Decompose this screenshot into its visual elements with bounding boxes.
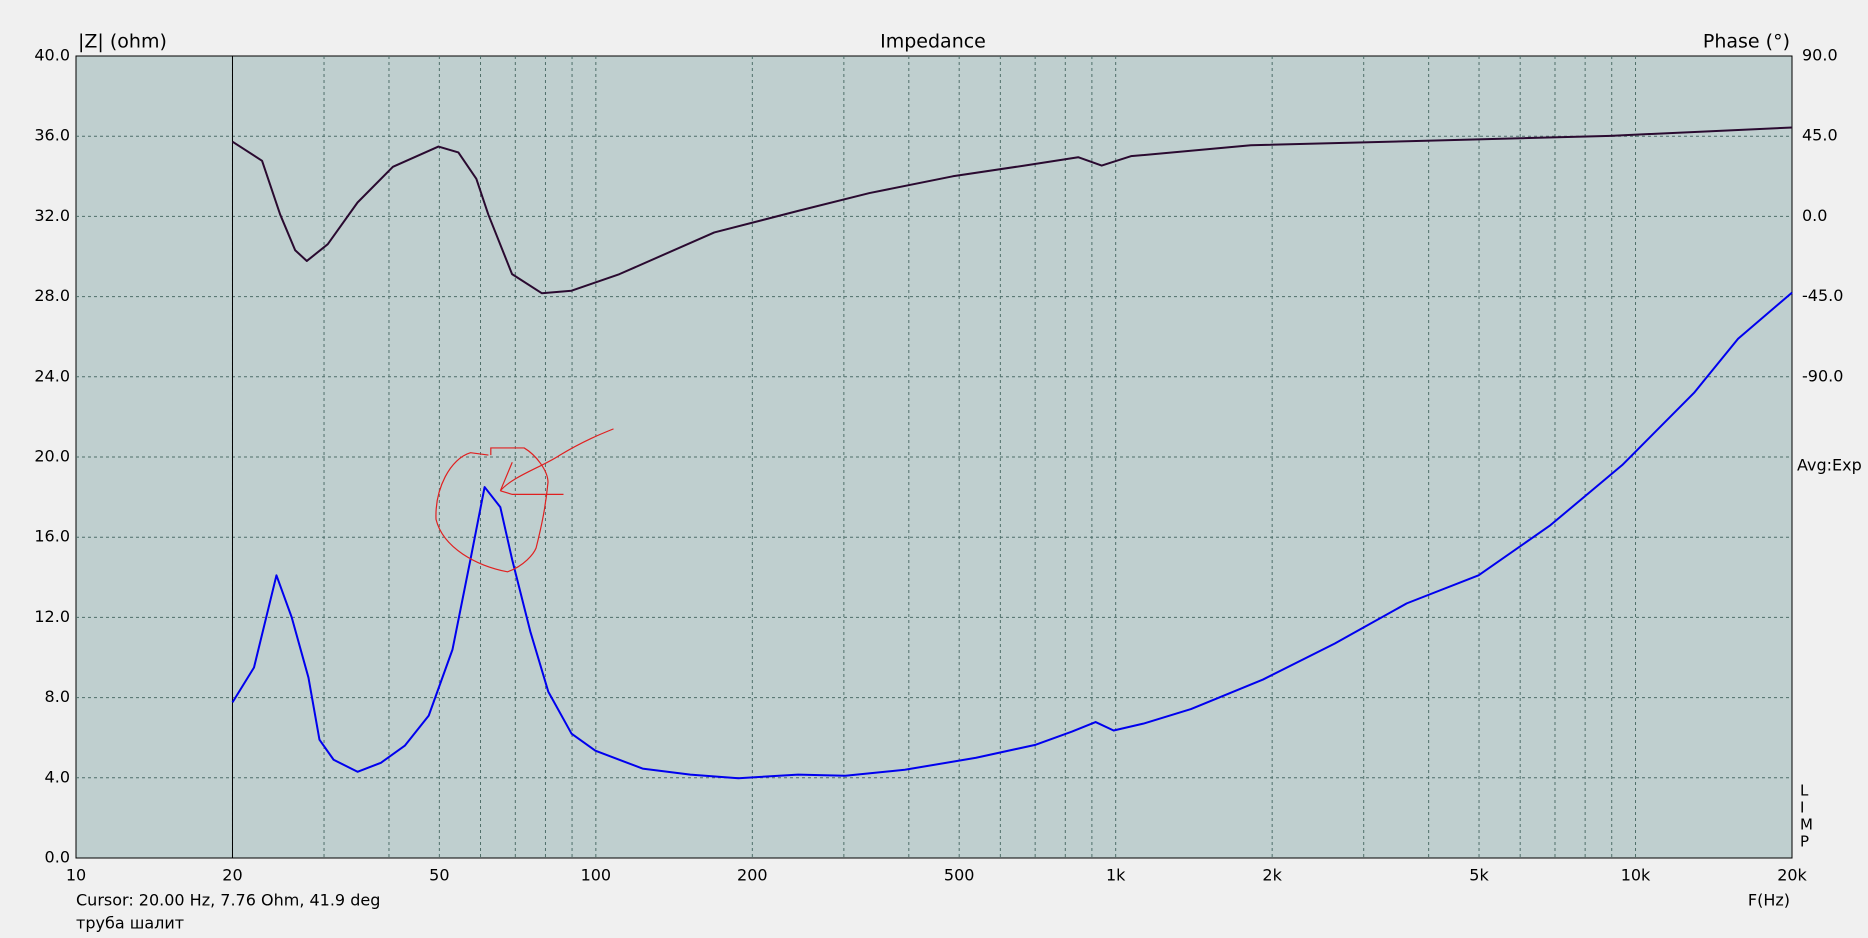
program-label-letter: P: [1800, 833, 1809, 851]
y-tick-label: 32.0: [34, 206, 70, 225]
y-tick-label: 20.0: [34, 447, 70, 466]
y-tick-label: 16.0: [34, 527, 70, 546]
y2-tick-label: -45.0: [1802, 286, 1843, 305]
x-tick-label: 50: [429, 866, 449, 885]
y-axis-title: |Z| (ohm): [78, 31, 167, 53]
x-tick-label: 2k: [1262, 866, 1282, 885]
y-tick-label: 40.0: [34, 46, 70, 65]
y2-tick-label: 0.0: [1802, 206, 1827, 225]
y-tick-label: 36.0: [34, 126, 70, 145]
x-axis-title: F(Hz): [1748, 891, 1790, 910]
x-tick-label: 500: [944, 866, 975, 885]
program-label-letter: I: [1800, 799, 1804, 817]
y-tick-label: 4.0: [45, 767, 70, 786]
x-tick-label: 20k: [1777, 866, 1807, 885]
grid: [76, 56, 1792, 858]
series-line: [231, 291, 1793, 780]
note: труба шалит: [76, 914, 184, 933]
program-label-letter: L: [1800, 782, 1809, 800]
program-label-letter: M: [1800, 816, 1813, 834]
x-tick-label: 20: [222, 866, 242, 885]
y-tick-label: 0.0: [45, 848, 70, 867]
x-tick-label: 5k: [1469, 866, 1489, 885]
y-tick-label: 24.0: [34, 366, 70, 385]
annotation-scribble: [435, 428, 614, 573]
lines: [231, 56, 1793, 858]
x-tick-label: 1k: [1106, 866, 1126, 885]
x-tick-label: 10k: [1621, 866, 1651, 885]
chart-title: Impedance: [880, 31, 986, 53]
x-tick-label: 10: [66, 866, 86, 885]
y2-tick-label: -90.0: [1802, 366, 1843, 385]
series-line: [231, 126, 1793, 295]
averaging-label: Avg:Exp: [1797, 456, 1862, 475]
y2-tick-label: 45.0: [1802, 126, 1838, 145]
y2-tick-label: 90.0: [1802, 46, 1838, 65]
y2-axis-title: Phase (°): [1703, 31, 1790, 53]
x-tick-label: 200: [737, 866, 768, 885]
x-tick-label: 100: [581, 866, 612, 885]
y-tick-label: 8.0: [45, 687, 70, 706]
y-tick-label: 12.0: [34, 607, 70, 626]
cursor-readout: Cursor: 20.00 Hz, 7.76 Ohm, 41.9 deg: [76, 891, 380, 910]
y-tick-label: 28.0: [34, 286, 70, 305]
